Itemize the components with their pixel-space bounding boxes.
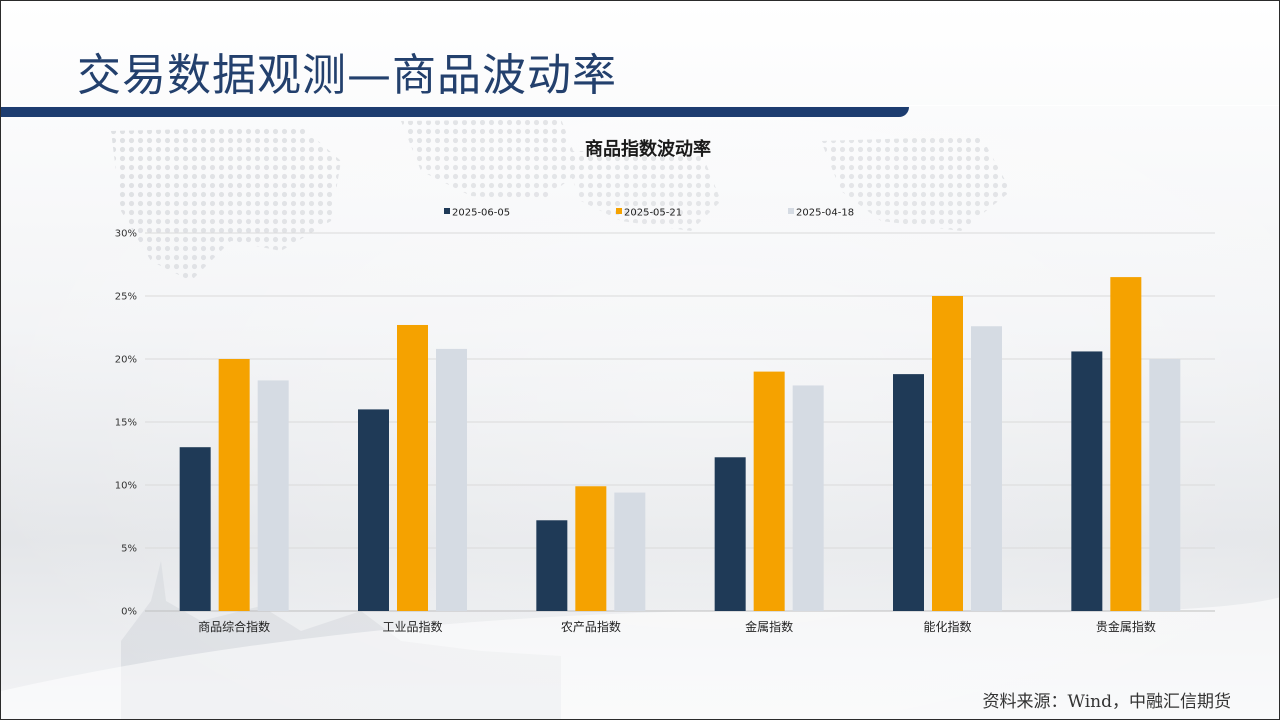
legend-swatch — [444, 208, 450, 214]
bar — [358, 409, 389, 611]
bar — [257, 380, 289, 611]
x-category-label: 工业品指数 — [382, 619, 442, 634]
x-category-label: 能化指数 — [923, 619, 971, 634]
bar — [753, 371, 785, 611]
title-divider-bar — [1, 107, 909, 117]
bar — [218, 359, 250, 611]
legend: 2025-06-05 2025-05-21 2025-04-18 — [444, 208, 854, 219]
chart-title: 商品指数波动率 — [585, 138, 711, 160]
legend-label: 2025-05-21 — [624, 208, 682, 219]
page-title: 交易数据观测—商品波动率 — [77, 50, 617, 101]
bar — [436, 348, 467, 611]
bar — [1071, 351, 1103, 611]
legend-swatch — [616, 208, 622, 214]
gridlines — [145, 232, 1215, 612]
legend-label: 2025-04-18 — [796, 208, 854, 219]
y-tick-label: 10% — [115, 481, 137, 492]
bar — [397, 324, 428, 611]
x-category-label: 金属指数 — [745, 619, 793, 634]
bar — [614, 492, 646, 611]
title-divider-highlight — [1, 105, 1279, 106]
bar — [575, 486, 607, 611]
y-axis: 0% 5% 10% 15% 20% 25% 30% — [115, 229, 137, 618]
y-tick-label: 15% — [115, 418, 137, 429]
bar — [179, 447, 211, 611]
legend-swatch — [788, 208, 794, 214]
x-category-label: 贵金属指数 — [1096, 619, 1156, 634]
bar — [1149, 359, 1181, 611]
bar — [714, 457, 746, 611]
bar — [971, 326, 1002, 611]
x-category-label: 商品综合指数 — [198, 619, 270, 634]
y-tick-label: 5% — [121, 544, 137, 555]
x-category-label: 农产品指数 — [561, 619, 621, 634]
bar — [893, 374, 924, 611]
bar — [932, 296, 963, 611]
bar — [1110, 277, 1142, 611]
legend-label: 2025-06-05 — [452, 208, 510, 219]
y-tick-label: 25% — [115, 292, 137, 303]
y-tick-label: 0% — [121, 607, 137, 618]
x-axis: 商品综合指数 工业品指数 农产品指数 金属指数 能化指数 贵金属指数 — [198, 619, 1156, 634]
bar — [536, 520, 568, 611]
source-note: 资料来源：Wind，中融汇信期货 — [982, 692, 1231, 712]
y-tick-label: 30% — [115, 229, 137, 240]
bar — [792, 385, 824, 611]
y-tick-label: 20% — [115, 355, 137, 366]
bars — [179, 277, 1181, 611]
